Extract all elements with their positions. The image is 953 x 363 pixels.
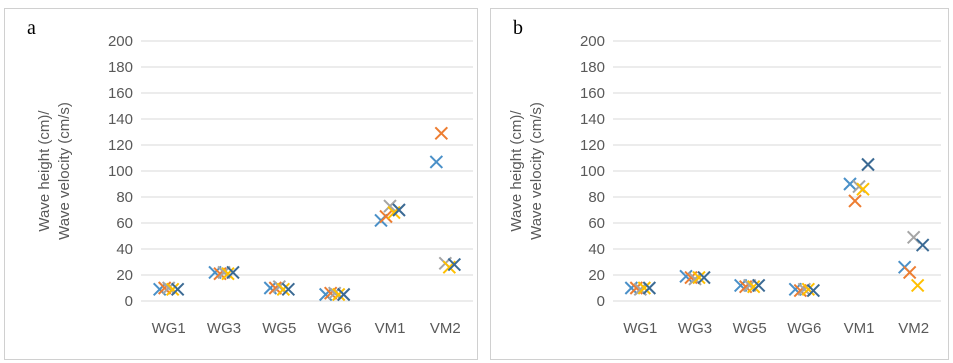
- chart-a-svg: 0 20 40 60 80 100 120 140 160 180 200 WG1 WG3 WG5 WG6 V…: [36, 33, 473, 337]
- x-tick-label: VM2: [430, 320, 461, 337]
- x-tick-label: WG6: [787, 320, 821, 337]
- data-point-marker: [801, 282, 816, 297]
- x-tick-label: WG1: [152, 320, 186, 337]
- y-tick-label: 20: [588, 267, 605, 284]
- y-tick-label: 200: [108, 33, 133, 50]
- y-tick-label: 140: [108, 111, 133, 128]
- y-tick-label: 60: [116, 215, 133, 232]
- y-axis-label: Wave height (cm)/Wave velocity (cm/s): [36, 102, 73, 240]
- y-tick-label: 0: [597, 293, 605, 310]
- chart-panel-b: b 0 20 40 60 80 100 120 140 160 180 200 WG1 WG3 WG5 WG…: [490, 8, 949, 360]
- y-tick-label: 120: [108, 137, 133, 154]
- y-tick-label: 0: [125, 293, 133, 310]
- data-point-marker: [170, 282, 185, 297]
- data-point-marker: [642, 281, 657, 295]
- x-tick-label: WG3: [678, 320, 712, 337]
- x-tick-label: WG1: [623, 320, 657, 337]
- data-point-marker: [861, 157, 875, 172]
- data-point-marker: [746, 279, 761, 294]
- data-point-marker: [910, 278, 925, 293]
- data-point-marker: [336, 287, 351, 302]
- data-point-marker: [165, 282, 180, 297]
- y-tick-label: 20: [116, 267, 133, 284]
- data-point-marker: [392, 203, 406, 217]
- data-point-marker: [843, 177, 857, 191]
- x-tick-label: VM2: [898, 320, 929, 337]
- data-point-marker: [281, 282, 296, 297]
- y-tick-label: 80: [588, 189, 605, 206]
- y-tick-label: 40: [116, 241, 133, 258]
- panel-label: b: [513, 17, 523, 39]
- data-point-marker: [679, 269, 693, 284]
- data-point-marker: [915, 238, 930, 252]
- data-point-marker: [697, 270, 711, 285]
- x-tick-label: VM1: [844, 320, 875, 337]
- data-point-marker: [226, 265, 240, 280]
- y-tick-label: 100: [108, 163, 133, 180]
- y-tick-label: 100: [580, 163, 605, 180]
- data-point-marker: [447, 257, 462, 272]
- data-point-marker: [806, 283, 821, 298]
- y-tick-label: 200: [580, 33, 605, 50]
- data-point-marker: [637, 281, 652, 295]
- chart-b-svg: 0 20 40 60 80 100 120 140 160 180 200 WG1 WG3 WG5 WG6 V…: [508, 33, 941, 337]
- y-axis-label: Wave height (cm)/Wave velocity (cm/s): [508, 102, 545, 240]
- data-point-marker: [902, 265, 917, 280]
- data-point-marker: [221, 266, 235, 281]
- y-tick-label: 160: [108, 85, 133, 102]
- data-point-marker: [331, 287, 346, 302]
- data-point-marker: [429, 155, 444, 169]
- x-tick-label: WG5: [733, 320, 767, 337]
- y-tick-label: 180: [580, 59, 605, 76]
- data-point-marker: [383, 199, 397, 213]
- data-point-marker: [848, 194, 862, 208]
- y-tick-label: 180: [108, 59, 133, 76]
- y-tick-label: 140: [580, 111, 605, 128]
- y-tick-label: 40: [588, 241, 605, 258]
- y-tick-label: 160: [580, 85, 605, 102]
- data-point-marker: [276, 282, 291, 297]
- data-point-marker: [692, 270, 706, 285]
- x-tick-label: WG3: [207, 320, 241, 337]
- x-tick-label: WG6: [318, 320, 352, 337]
- y-tick-label: 60: [588, 215, 605, 232]
- data-point-marker: [751, 278, 766, 293]
- x-tick-label: VM1: [375, 320, 406, 337]
- panel-label: a: [27, 17, 36, 39]
- data-point-marker: [856, 182, 870, 196]
- x-tick-label: WG5: [262, 320, 296, 337]
- data-point-marker: [379, 209, 393, 224]
- y-tick-label: 120: [580, 137, 605, 154]
- y-tick-label: 80: [116, 189, 133, 206]
- chart-panel-a: a 0 20 40 60 80 100 120 140 160 180 200 WG1 WG3 WG5 WG…: [4, 8, 478, 360]
- data-point-marker: [434, 126, 449, 141]
